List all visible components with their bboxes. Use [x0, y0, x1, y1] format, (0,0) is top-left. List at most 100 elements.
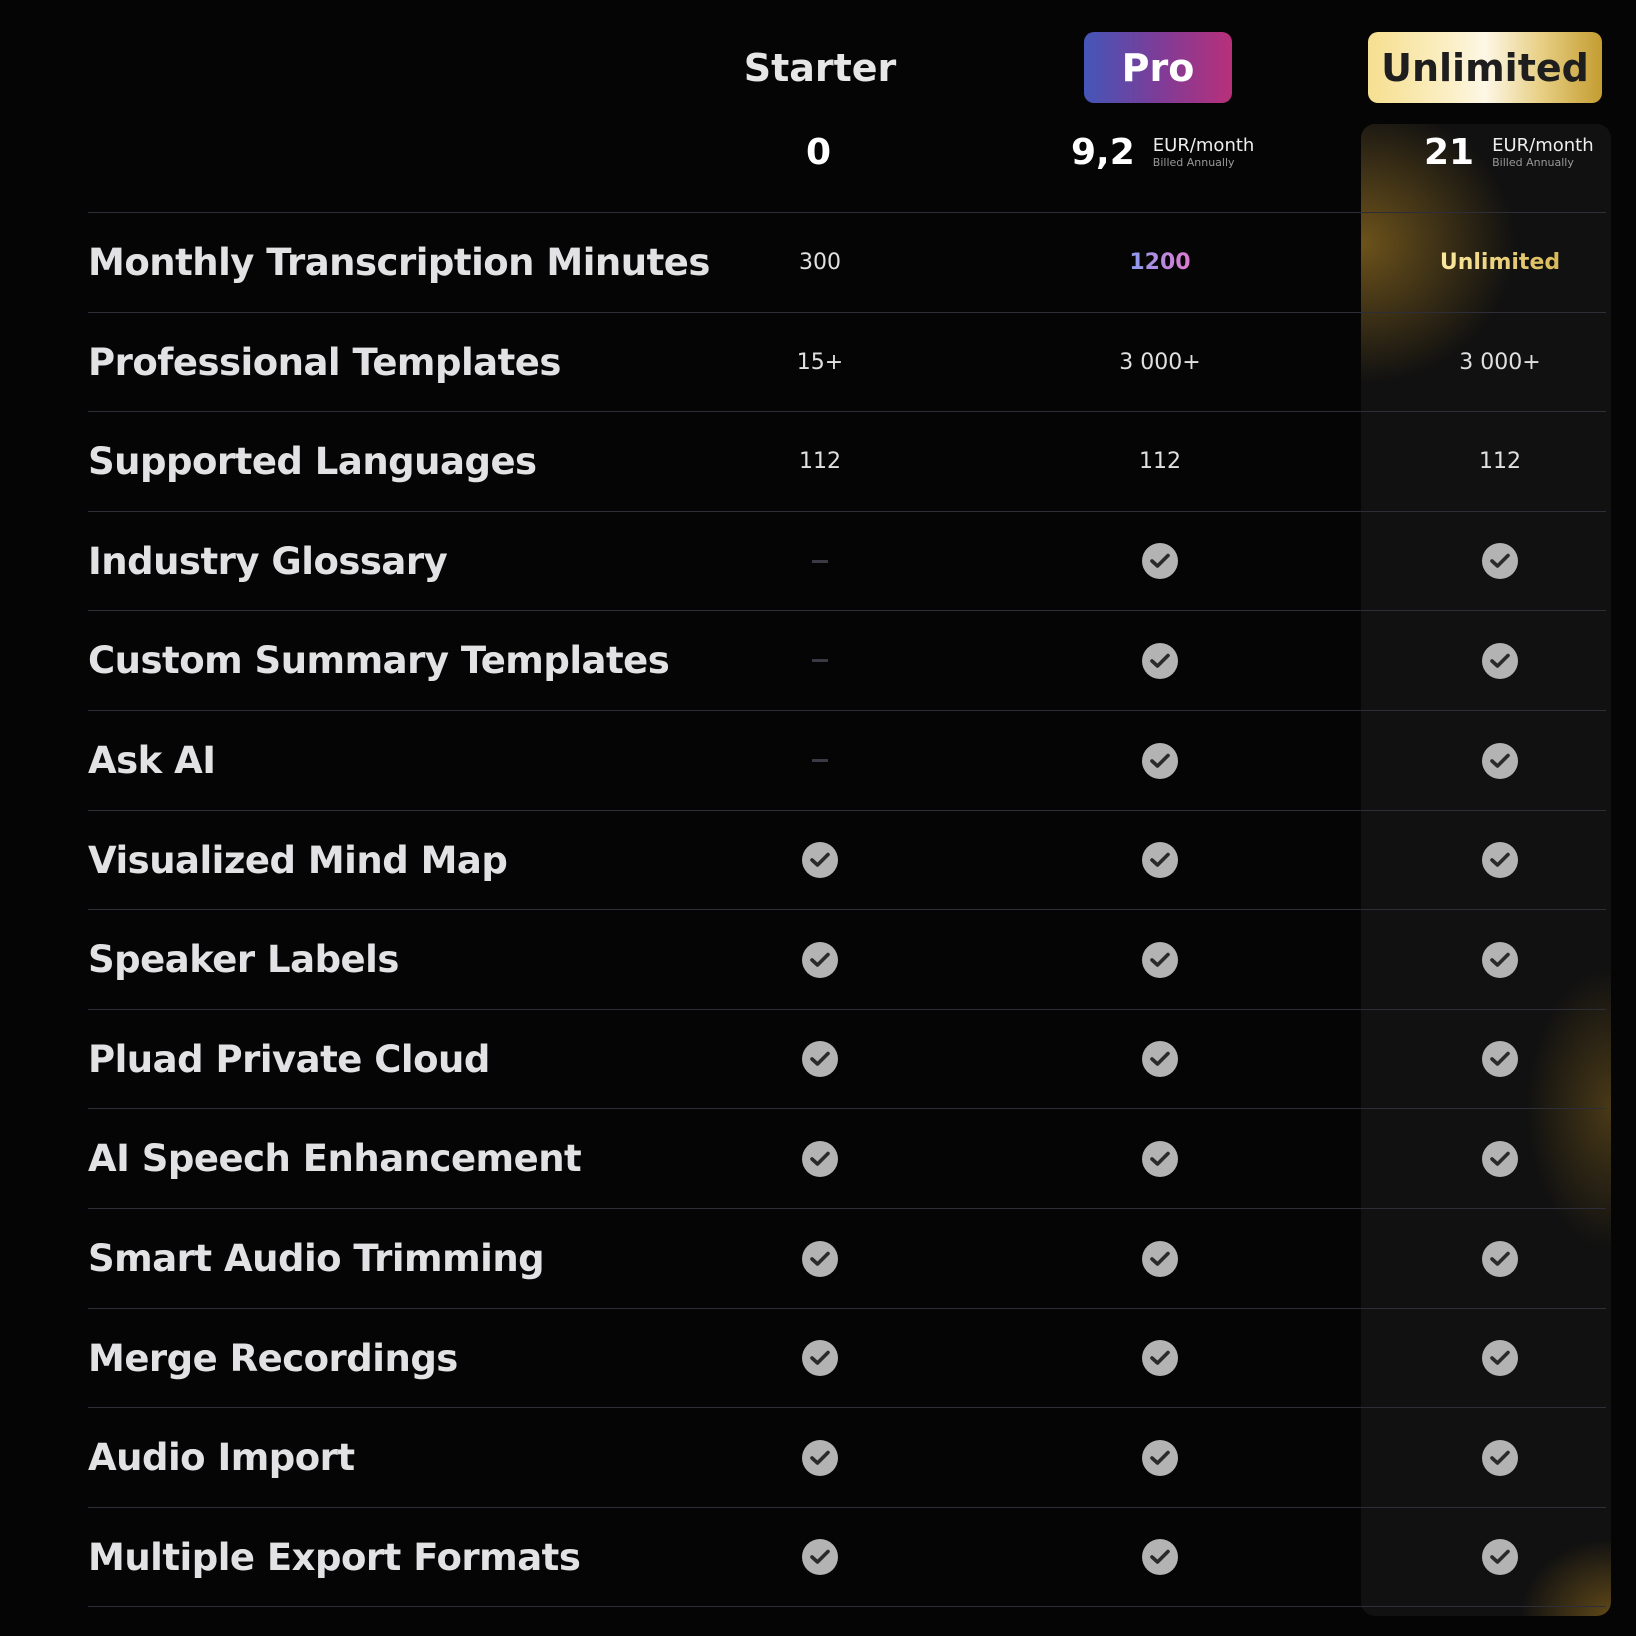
check-circle-icon	[1142, 1340, 1178, 1377]
cell-pro	[1060, 1109, 1260, 1208]
feature-label: Pluad Private Cloud	[88, 1037, 490, 1081]
check-circle-icon	[802, 1240, 838, 1277]
cell-starter	[720, 1010, 920, 1109]
cell-pro	[1060, 910, 1260, 1009]
check-circle-icon	[1142, 543, 1178, 580]
cell-starter	[720, 1109, 920, 1208]
check-circle-icon	[1482, 1140, 1518, 1177]
table-row: Multiple Export Formats	[88, 1506, 1606, 1607]
table-row: Monthly Transcription Minutes 300 1200 Unli…	[88, 212, 1606, 312]
feature-label: Audio Import	[88, 1436, 355, 1480]
cell-starter	[720, 910, 920, 1009]
check-circle-icon	[1482, 1539, 1518, 1576]
table-row: Merge Recordings	[88, 1307, 1606, 1408]
cell-pro	[1060, 512, 1260, 611]
feature-label: Monthly Transcription Minutes	[88, 241, 710, 284]
cell-pro	[1060, 811, 1260, 910]
feature-label: Professional Templates	[88, 340, 561, 384]
plan-header-starter: Starter	[743, 45, 897, 90]
cell-pro: 3 000+	[1060, 313, 1260, 412]
cell-unlimited: 112	[1400, 412, 1600, 511]
cell-pro: 1200	[1060, 213, 1260, 312]
cell-unlimited	[1400, 611, 1600, 710]
cell-starter: 300	[720, 213, 920, 312]
dash-icon	[812, 659, 828, 663]
table-row: Audio Import	[88, 1407, 1606, 1507]
check-circle-icon	[1142, 1041, 1178, 1078]
cell-starter	[720, 1209, 920, 1308]
cell-pro	[1060, 1508, 1260, 1607]
check-circle-icon	[802, 1439, 838, 1476]
cell-starter	[720, 811, 920, 910]
check-circle-icon	[1142, 1539, 1178, 1576]
dash-icon	[812, 759, 828, 762]
check-circle-icon	[1482, 1340, 1518, 1377]
check-circle-icon	[1482, 941, 1518, 978]
cell-pro: 112	[1060, 412, 1260, 511]
cell-value: 3 000+	[1119, 349, 1201, 375]
cell-pro	[1060, 1309, 1260, 1408]
check-circle-icon	[1482, 1240, 1518, 1277]
cell-starter	[720, 1408, 920, 1507]
check-circle-icon	[1142, 1439, 1178, 1476]
cell-starter: 15+	[720, 313, 920, 412]
price-pro: 9,2 EUR/month Billed Annually	[1071, 132, 1254, 173]
feature-label: Visualized Mind Map	[88, 838, 508, 882]
cell-value: Unlimited	[1439, 250, 1561, 275]
cell-value: 112	[1479, 449, 1521, 475]
cell-unlimited	[1400, 1508, 1600, 1607]
cell-value: 112	[799, 449, 841, 475]
feature-label: Merge Recordings	[88, 1336, 458, 1380]
cell-value: 112	[1139, 449, 1181, 475]
cell-unlimited	[1400, 711, 1600, 810]
table-row: AI Speech Enhancement	[88, 1108, 1606, 1208]
cell-unlimited	[1400, 811, 1600, 910]
cell-unlimited	[1400, 1209, 1600, 1308]
table-row: Custom Summary Templates	[88, 610, 1606, 710]
cell-starter	[720, 1508, 920, 1607]
price-value: 21	[1424, 132, 1475, 173]
check-circle-icon	[1142, 1140, 1178, 1177]
cell-starter	[720, 711, 920, 810]
check-circle-icon	[1142, 1240, 1178, 1277]
cell-pro	[1060, 711, 1260, 810]
price-starter: 0	[806, 132, 831, 173]
check-circle-icon	[1482, 1041, 1518, 1078]
check-circle-icon	[1482, 742, 1518, 779]
cell-unlimited	[1400, 512, 1600, 611]
cell-unlimited	[1400, 1408, 1600, 1507]
cell-pro	[1060, 1408, 1260, 1507]
cell-starter	[720, 512, 920, 611]
cell-pro	[1060, 1209, 1260, 1308]
table-row: Speaker Labels	[88, 909, 1606, 1009]
cell-starter	[720, 1309, 920, 1408]
feature-label: Custom Summary Templates	[88, 639, 670, 683]
feature-label: Smart Audio Trimming	[88, 1237, 545, 1280]
check-circle-icon	[1482, 543, 1518, 580]
check-circle-icon	[802, 1041, 838, 1078]
cell-value: 300	[799, 250, 841, 275]
table-row: Pluad Private Cloud	[88, 1008, 1606, 1109]
check-circle-icon	[802, 1340, 838, 1377]
cell-unlimited: 3 000+	[1400, 313, 1600, 412]
feature-label: Industry Glossary	[88, 539, 448, 583]
check-circle-icon	[1482, 642, 1518, 679]
cell-value: 15+	[796, 349, 844, 375]
price-unit: EUR/month	[1152, 135, 1255, 156]
dash-icon	[812, 559, 828, 563]
check-circle-icon	[802, 1140, 838, 1177]
plan-badge-pro: Pro	[1084, 32, 1232, 103]
check-circle-icon	[802, 941, 838, 978]
check-circle-icon	[802, 1539, 838, 1576]
check-circle-icon	[802, 842, 838, 879]
cell-unlimited: Unlimited	[1400, 213, 1600, 312]
feature-label: Ask AI	[88, 739, 216, 782]
check-circle-icon	[1482, 842, 1518, 879]
check-circle-icon	[1142, 842, 1178, 879]
table-row: Smart Audio Trimming	[88, 1208, 1606, 1308]
table-row: Supported Languages 112 112 112	[88, 411, 1606, 511]
cell-unlimited	[1400, 1309, 1600, 1408]
cell-value: 1200	[1129, 250, 1191, 275]
cell-value: 3 000+	[1459, 349, 1541, 375]
check-circle-icon	[1142, 642, 1178, 679]
